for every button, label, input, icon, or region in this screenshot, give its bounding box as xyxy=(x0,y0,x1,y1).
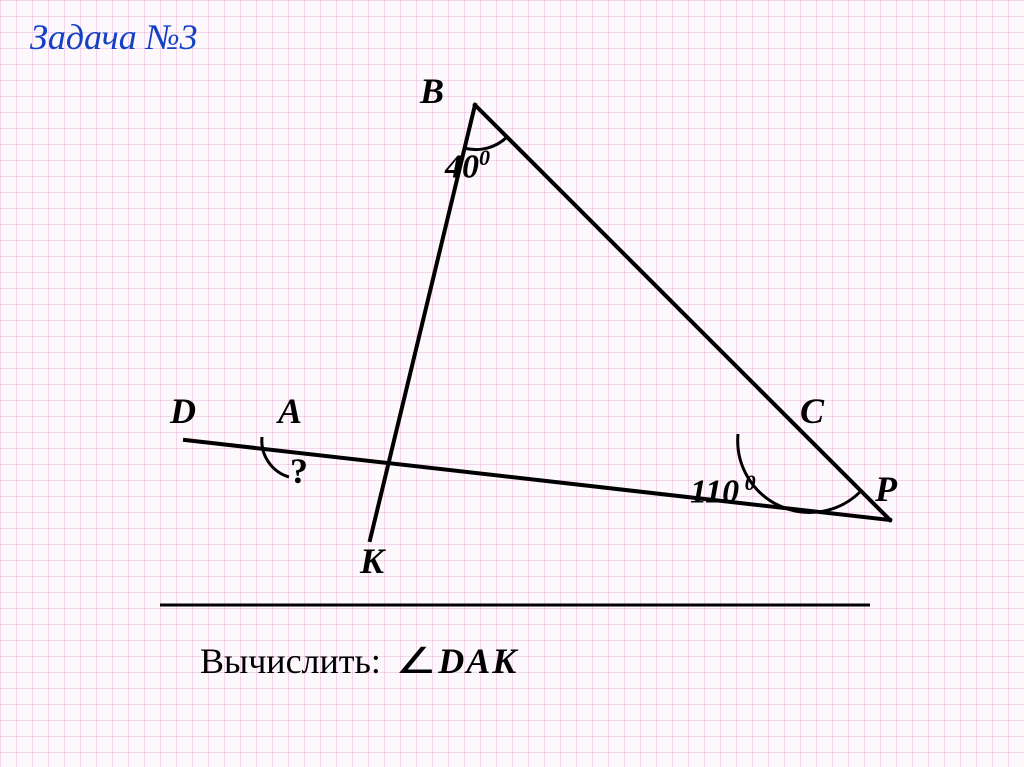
angle-symbol: ∠ xyxy=(395,640,437,682)
angle-value-ACP: 110 0 xyxy=(690,470,756,511)
angle-value-B: 400 xyxy=(445,145,490,186)
angle-arc-DAK xyxy=(262,437,289,477)
label-P: P xyxy=(875,468,897,510)
prompt-label: Вычислить: xyxy=(200,641,381,681)
angle-unknown-DAK: ? xyxy=(290,450,308,492)
label-C: C xyxy=(800,390,824,432)
label-B: B xyxy=(420,70,444,112)
line-BCP xyxy=(475,105,890,520)
label-K: K xyxy=(360,540,384,582)
calculate-prompt: Вычислить: ∠DAK xyxy=(200,640,518,682)
label-D: D xyxy=(170,390,196,432)
prompt-angle: ∠DAK xyxy=(400,641,518,681)
label-A: A xyxy=(278,390,302,432)
